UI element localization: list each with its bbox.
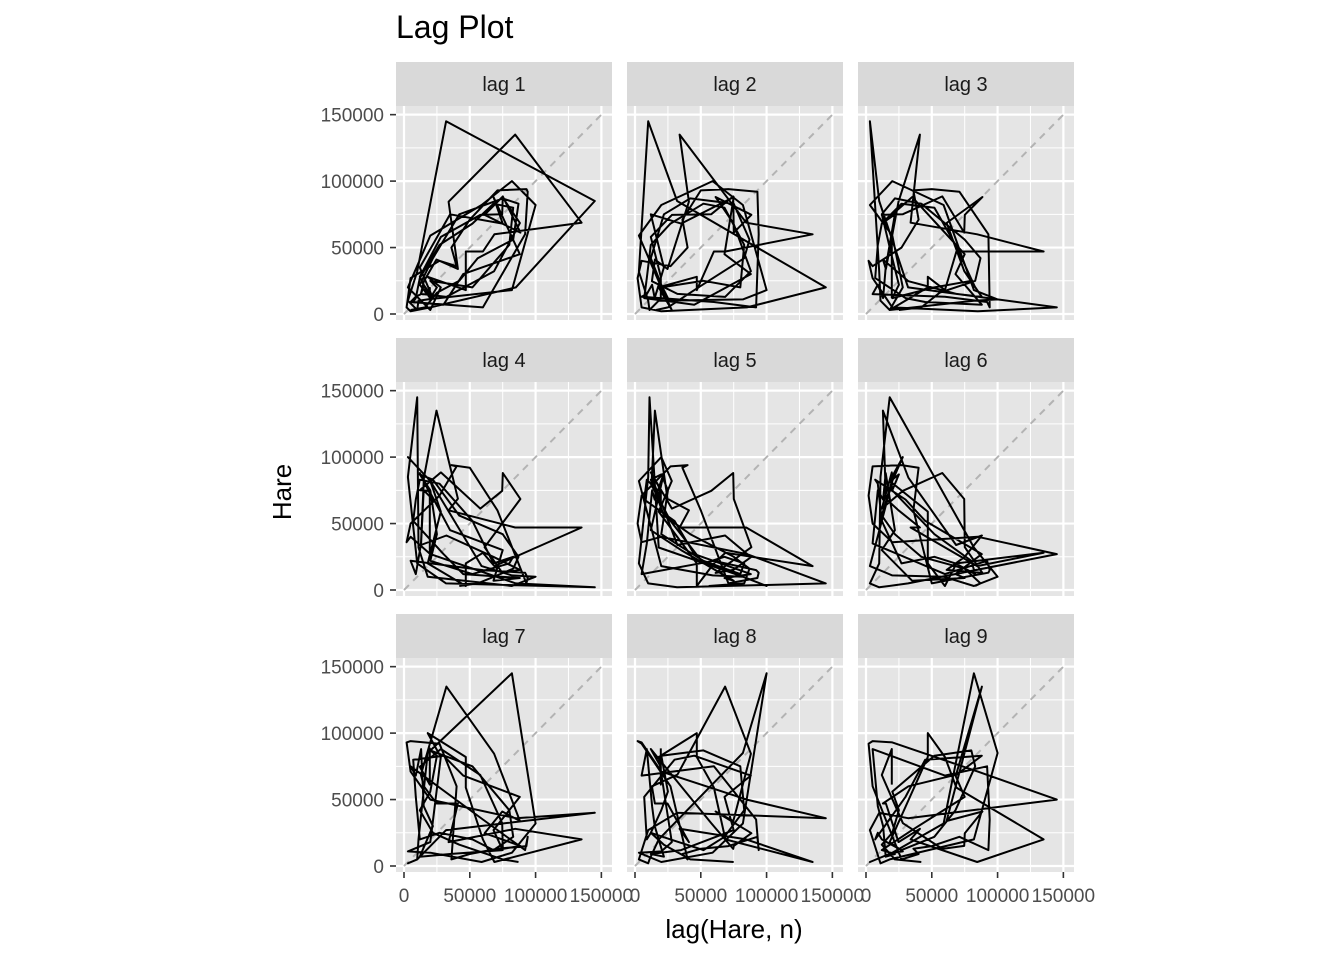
- lag-path-series: [405, 396, 596, 589]
- y-axis-title: Hare: [267, 464, 297, 520]
- lag-path-series: [867, 120, 1058, 313]
- y-tick-label: 50000: [331, 239, 384, 260]
- strip-background: [627, 62, 843, 106]
- lag-path-series: [636, 396, 827, 589]
- y-tick-label: 0: [373, 857, 384, 878]
- lag-path-series: [405, 120, 596, 313]
- lag-path-series: [405, 672, 596, 865]
- strip-background: [627, 614, 843, 658]
- reference-line: [865, 387, 1067, 591]
- x-tick-label: 50000: [674, 886, 727, 907]
- strip-label: lag 9: [944, 626, 987, 648]
- x-tick-label: 150000: [570, 886, 633, 907]
- x-tick-label: 150000: [1032, 886, 1095, 907]
- reference-line: [403, 111, 605, 315]
- strip-label: lag 8: [713, 626, 756, 648]
- y-tick-label: 150000: [321, 382, 384, 403]
- strip-label: lag 5: [713, 350, 756, 372]
- strip-background: [858, 62, 1074, 106]
- reference-line: [865, 111, 1067, 315]
- facet-panel-6: lag 6: [858, 338, 1074, 596]
- strip-background: [627, 338, 843, 382]
- y-tick-label: 50000: [331, 791, 384, 812]
- facet-panel-4: lag 4 0 50000 100000 150000: [321, 338, 612, 602]
- x-tick-label: 150000: [801, 886, 864, 907]
- lag-path-series: [636, 120, 827, 313]
- x-tick-label: 0: [399, 886, 410, 907]
- y-tick-label: 100000: [321, 724, 384, 745]
- strip-label: lag 7: [482, 626, 525, 648]
- strip-label: lag 2: [713, 74, 756, 96]
- strip-background: [858, 614, 1074, 658]
- lag-path-series: [636, 672, 827, 865]
- reference-line: [403, 663, 605, 867]
- y-tick-label: 100000: [321, 448, 384, 469]
- reference-line: [634, 663, 836, 867]
- x-axis-title: lag(Hare, n): [665, 914, 802, 944]
- y-tick-label: 150000: [321, 106, 384, 127]
- y-tick-label: 50000: [331, 515, 384, 536]
- strip-label: lag 3: [944, 74, 987, 96]
- strip-label: lag 1: [482, 74, 525, 96]
- facet-panel-8: lag 8 0 50000 100000 150000: [627, 614, 864, 907]
- facet-panel-9: lag 9 0 50000 100000 150000: [858, 614, 1095, 907]
- facet-panel-1: lag 1 0 50000 100000 150000: [321, 62, 612, 326]
- reference-line: [634, 111, 836, 315]
- x-tick-label: 0: [861, 886, 872, 907]
- strip-label: lag 6: [944, 350, 987, 372]
- y-tick-label: 0: [373, 581, 384, 602]
- reference-line: [403, 387, 605, 591]
- x-tick-label: 50000: [443, 886, 496, 907]
- lag-path-series: [867, 396, 1058, 589]
- x-tick-label: 100000: [966, 886, 1029, 907]
- x-tick-label: 100000: [504, 886, 567, 907]
- x-tick-label: 100000: [735, 886, 798, 907]
- strip-background: [396, 62, 612, 106]
- facet-panel-5: lag 5: [627, 338, 843, 596]
- lag-path-series: [867, 672, 1058, 865]
- facet-panel-2: lag 2: [627, 62, 843, 320]
- y-tick-label: 150000: [321, 658, 384, 679]
- x-tick-label: 0: [630, 886, 641, 907]
- chart-title: Lag Plot: [396, 9, 514, 45]
- x-tick-label: 50000: [905, 886, 958, 907]
- reference-line: [865, 663, 1067, 867]
- strip-background: [858, 338, 1074, 382]
- reference-line: [634, 387, 836, 591]
- y-tick-label: 100000: [321, 172, 384, 193]
- strip-label: lag 4: [482, 350, 525, 372]
- y-tick-label: 0: [373, 305, 384, 326]
- strip-background: [396, 338, 612, 382]
- facet-panel-3: lag 3: [858, 62, 1074, 320]
- strip-background: [396, 614, 612, 658]
